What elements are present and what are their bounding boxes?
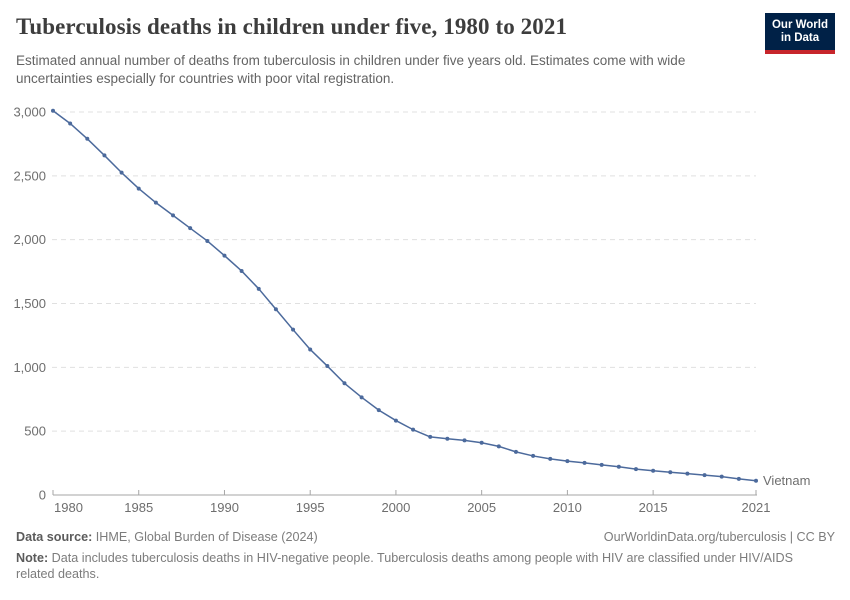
owid-url-link[interactable]: OurWorldinData.org/tuberculosis | CC BY [603, 530, 835, 544]
owid-logo: Our World in Data [764, 13, 835, 54]
data-point-marker [85, 136, 90, 141]
data-point-marker [754, 478, 758, 483]
footer-source-row: Data source: IHME, Global Burden of Dise… [16, 529, 835, 546]
chart-footer: Data source: IHME, Global Burden of Dise… [16, 529, 835, 583]
owid-logo-line2: in Data [780, 32, 820, 44]
y-tick-label: 0 [39, 488, 46, 503]
x-tick-label: 2021 [742, 500, 771, 515]
data-point-marker [428, 434, 433, 439]
data-point-marker [256, 286, 261, 291]
y-tick-label: 1,500 [13, 296, 46, 311]
footer-note: Note: Data includes tuberculosis deaths … [16, 550, 822, 583]
data-point-marker [599, 462, 604, 467]
data-point-marker [342, 381, 347, 386]
data-point-marker [119, 170, 124, 175]
data-point-marker [68, 121, 73, 126]
data-point-marker [496, 444, 501, 449]
data-point-marker [616, 464, 621, 469]
y-tick-label: 2,500 [13, 168, 46, 183]
data-point-marker [136, 186, 141, 191]
footer-note-label: Note: [16, 550, 49, 565]
data-point-marker [188, 226, 193, 231]
data-point-marker [445, 436, 450, 441]
chart-title: Tuberculosis deaths in children under fi… [16, 14, 568, 39]
data-source-label: Data source: [16, 530, 93, 544]
data-point-marker [668, 470, 673, 475]
y-tick-label: 2,000 [13, 232, 46, 247]
data-point-marker [273, 307, 278, 312]
y-tick-label: 1,000 [13, 360, 46, 375]
data-point-marker [393, 418, 398, 423]
series-end-label: Vietnam [763, 473, 810, 488]
data-point-marker [702, 473, 707, 478]
data-point-marker [633, 467, 638, 472]
x-tick-label: 1980 [54, 500, 83, 515]
data-point-marker [513, 449, 518, 454]
data-point-marker [153, 200, 158, 205]
data-point-marker [239, 268, 244, 273]
data-point-marker [291, 327, 296, 332]
x-tick-label: 1985 [124, 500, 153, 515]
data-point-marker [51, 108, 55, 113]
x-tick-label: 2015 [639, 500, 668, 515]
data-source: Data source: IHME, Global Burden of Dise… [16, 529, 318, 546]
data-point-marker [205, 238, 210, 243]
chart-subtitle: Estimated annual number of deaths from t… [16, 53, 686, 86]
x-tick-label: 2010 [553, 500, 582, 515]
x-tick-label: 2005 [467, 500, 496, 515]
x-tick-label: 1995 [296, 500, 325, 515]
data-point-marker [651, 468, 656, 473]
x-tick-label: 2000 [381, 500, 410, 515]
data-point-marker [102, 153, 107, 158]
data-point-marker [685, 471, 690, 476]
data-point-marker [736, 476, 741, 481]
data-point-marker [462, 438, 467, 443]
y-tick-label: 3,000 [13, 105, 46, 120]
data-point-marker [479, 440, 484, 445]
data-point-marker [325, 364, 330, 369]
data-point-marker [171, 213, 176, 218]
data-point-marker [548, 456, 553, 461]
footer-note-text: Data includes tuberculosis deaths in HIV… [16, 550, 794, 582]
data-point-marker [565, 459, 570, 464]
data-point-marker [359, 395, 364, 400]
data-point-marker [582, 460, 587, 465]
line-chart-svg: 0 500 1,000 1,500 2,000 2,500 3,000 1980 1985 199… [13, 105, 810, 516]
data-point-marker [222, 253, 227, 258]
data-point-marker [411, 427, 416, 432]
owid-logo-line1: Our World [771, 19, 828, 31]
data-point-marker [376, 408, 381, 413]
y-tick-label: 500 [24, 424, 46, 439]
data-point-marker [719, 474, 724, 479]
x-tick-label: 1990 [210, 500, 239, 515]
series-line [52, 110, 757, 482]
data-point-marker [531, 453, 536, 458]
data-point-marker [308, 347, 313, 352]
data-source-text: IHME, Global Burden of Disease (2024) [92, 530, 318, 544]
